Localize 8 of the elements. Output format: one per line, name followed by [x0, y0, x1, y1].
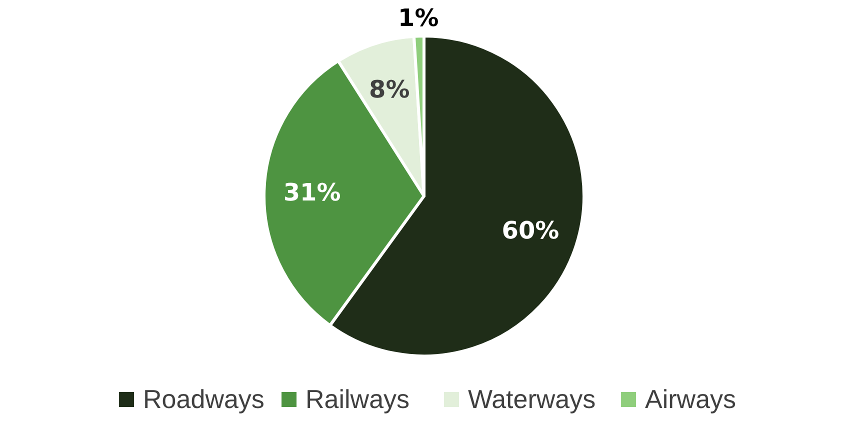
data-label: 8%	[369, 75, 410, 104]
legend-label: Waterways	[468, 384, 596, 414]
legend-label: Airways	[645, 384, 736, 414]
data-label: 1%	[398, 4, 439, 32]
legend-label: Railways	[306, 384, 410, 414]
data-label: 31%	[283, 178, 341, 206]
legend-label: Roadways	[143, 384, 264, 414]
data-label: 60%	[502, 216, 560, 245]
